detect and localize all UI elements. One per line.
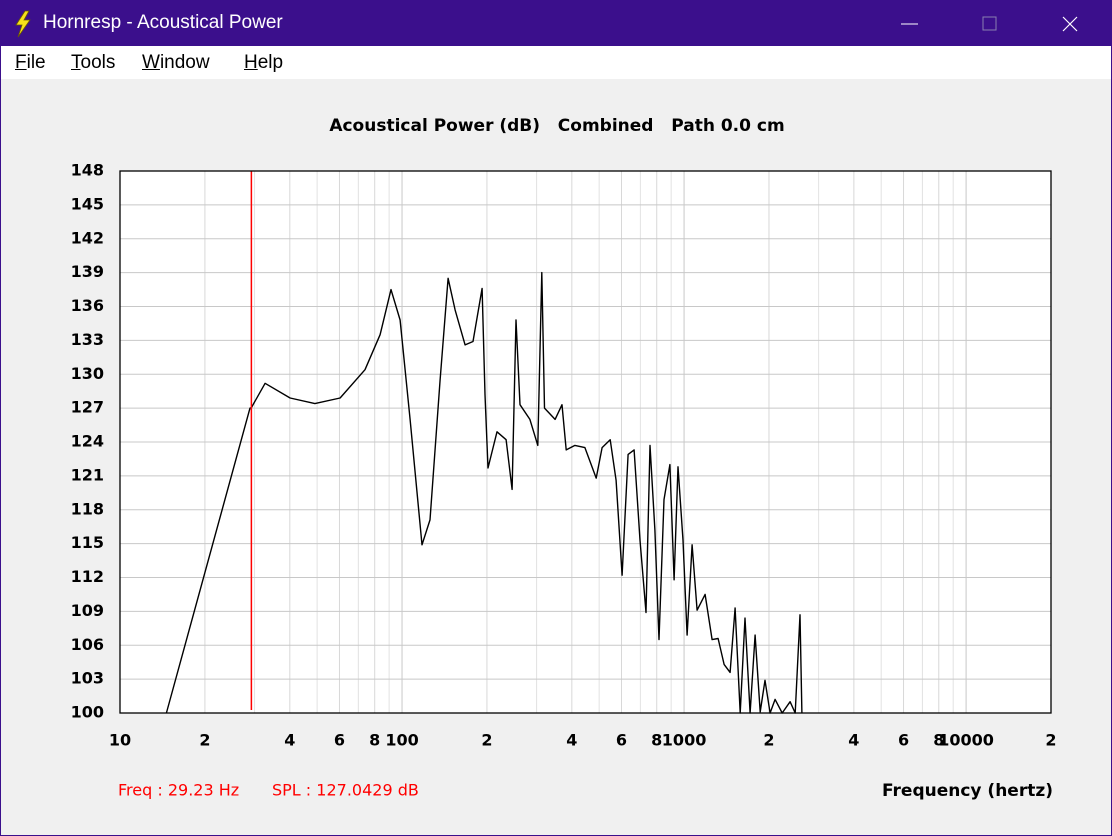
x-tick-label: 1000 xyxy=(662,731,707,750)
x-tick-label: 6 xyxy=(334,731,345,750)
x-tick-label: 10 xyxy=(109,731,131,750)
x-tick-label: 100 xyxy=(385,731,418,750)
x-tick-label: 2 xyxy=(199,731,210,750)
cursor-frequency: Freq : 29.23 Hz xyxy=(118,781,239,800)
close-button[interactable] xyxy=(1062,16,1078,32)
cursor-spl: SPL : 127.0429 dB xyxy=(272,781,419,800)
x-tick-label: 6 xyxy=(616,731,627,750)
x-tick-label: 4 xyxy=(284,731,295,750)
title-bar: Hornresp - Acoustical Power xyxy=(1,1,1111,46)
y-tick-label: 112 xyxy=(71,567,104,586)
y-tick-label: 136 xyxy=(71,296,104,315)
menu-item[interactable]: File xyxy=(15,52,46,73)
x-tick-label: 8 xyxy=(933,731,944,750)
y-tick-label: 121 xyxy=(71,465,104,484)
y-tick-label: 142 xyxy=(71,228,104,247)
x-tick-label: 8 xyxy=(369,731,380,750)
maximize-button[interactable] xyxy=(982,16,997,31)
menu-item[interactable]: Help xyxy=(244,52,284,73)
y-tick-label: 109 xyxy=(71,601,104,620)
y-tick-label: 133 xyxy=(71,330,104,349)
y-tick-label: 118 xyxy=(71,499,104,518)
y-tick-label: 115 xyxy=(71,533,104,552)
menu-item[interactable]: Window xyxy=(142,52,210,73)
x-axis-label: Frequency (hertz) xyxy=(882,781,1053,801)
x-tick-label: 8 xyxy=(651,731,662,750)
menu-bar: File Tools Window Help xyxy=(1,46,1111,79)
x-tick-label: 6 xyxy=(898,731,909,750)
y-tick-label: 127 xyxy=(71,398,104,417)
x-tick-label: 10000 xyxy=(938,731,994,750)
window-title: Hornresp - Acoustical Power xyxy=(43,12,283,33)
y-tick-label: 130 xyxy=(71,364,104,383)
y-tick-label: 100 xyxy=(71,703,104,722)
x-tick-label: 2 xyxy=(763,731,774,750)
data-line xyxy=(165,271,803,714)
chart-title: Acoustical Power (dB) Combined Path 0.0 … xyxy=(329,116,784,136)
y-tick-label: 145 xyxy=(71,194,104,213)
x-tick-label: 4 xyxy=(566,731,577,750)
x-tick-label: 2 xyxy=(1045,731,1056,750)
app-icon xyxy=(15,10,31,38)
y-tick-label: 103 xyxy=(71,669,104,688)
window-controls[interactable] xyxy=(881,1,1081,46)
x-tick-label: 4 xyxy=(848,731,859,750)
y-tick-label: 106 xyxy=(71,635,104,654)
menu-item[interactable]: Tools xyxy=(71,52,116,73)
y-tick-label: 148 xyxy=(71,161,104,180)
y-tick-label: 139 xyxy=(71,262,104,281)
x-tick-label: 2 xyxy=(481,731,492,750)
y-tick-label: 124 xyxy=(71,432,104,451)
plot-frame xyxy=(119,170,1052,714)
